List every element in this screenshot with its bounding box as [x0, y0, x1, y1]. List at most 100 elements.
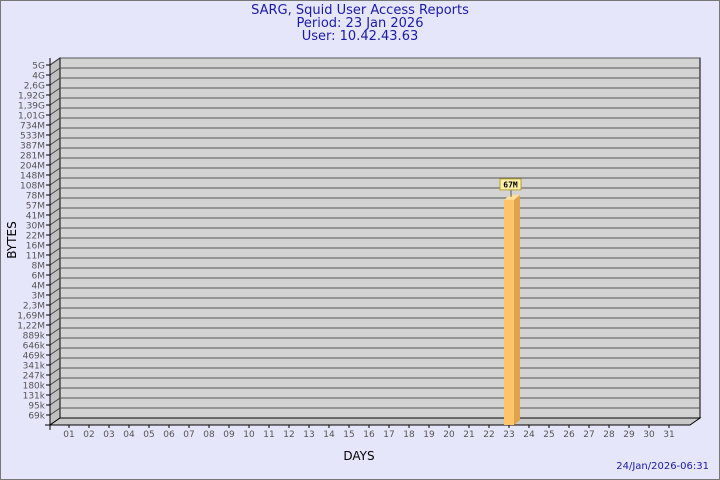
- gridline-side: [49, 277, 61, 286]
- gridline-side: [49, 297, 61, 306]
- y-tick-label: 8M: [32, 262, 46, 272]
- gridline-side: [49, 217, 61, 226]
- x-axis-title: DAYS: [343, 449, 374, 463]
- gridline-side: [49, 127, 61, 136]
- x-tick-label: 30: [643, 430, 655, 440]
- bar-label-box: [499, 178, 522, 191]
- y-tick-label: 108M: [20, 182, 45, 192]
- x-tick-label: 05: [143, 430, 154, 440]
- y-tick-label: 22M: [26, 232, 45, 242]
- y-tick-label: 1,92G: [18, 92, 45, 102]
- gridline-side: [49, 377, 61, 386]
- gridline-side: [49, 137, 61, 146]
- y-tick-label: 5G: [32, 62, 45, 72]
- bar-label: 67M: [503, 180, 518, 189]
- gridline-side: [49, 187, 61, 196]
- gridline-side: [49, 337, 61, 346]
- gridline-side: [49, 227, 61, 236]
- gridline-side: [49, 87, 61, 96]
- x-tick-label: 28: [603, 430, 615, 440]
- y-tick-label: 204M: [20, 162, 45, 172]
- x-tick-label: 09: [223, 430, 235, 440]
- gridline-side: [49, 147, 61, 156]
- y-tick-label: 131k: [23, 392, 46, 402]
- gridline-side: [49, 397, 61, 406]
- gridline-side: [49, 77, 61, 86]
- gridline-side: [49, 107, 61, 116]
- y-tick-label: 341k: [23, 362, 46, 372]
- y-tick-label: 6M: [32, 272, 46, 282]
- gridline-side: [49, 287, 61, 296]
- x-tick-label: 06: [163, 430, 175, 440]
- x-tick-label: 29: [623, 430, 635, 440]
- x-tick-label: 20: [443, 430, 455, 440]
- x-tick-label: 27: [583, 430, 594, 440]
- y-tick-label: 69k: [28, 412, 45, 422]
- y-tick-label: 57M: [26, 202, 45, 212]
- gridline-side: [49, 327, 61, 336]
- y-tick-label: 469k: [23, 352, 46, 362]
- y-tick-label: 1,69M: [17, 312, 45, 322]
- gridline-side: [49, 117, 61, 126]
- gridline-side: [49, 157, 61, 166]
- y-tick-label: 1,39G: [18, 102, 45, 112]
- x-tick-label: 11: [263, 430, 274, 440]
- x-tick-label: 21: [463, 430, 474, 440]
- y-tick-label: 734M: [20, 122, 45, 132]
- y-tick-label: 4G: [32, 72, 45, 82]
- x-tick-label: 18: [403, 430, 415, 440]
- x-tick-label: 14: [323, 430, 335, 440]
- gridline-side: [49, 207, 61, 216]
- bar-side: [514, 194, 520, 425]
- footer-timestamp: 24/Jan/2026-06:31: [616, 461, 709, 472]
- x-tick-label: 31: [663, 430, 674, 440]
- gridline-side: [49, 307, 61, 316]
- y-tick-label: 78M: [26, 192, 45, 202]
- x-tick-label: 15: [343, 430, 354, 440]
- y-tick-label: 148M: [20, 172, 45, 182]
- x-tick-label: 02: [83, 430, 94, 440]
- y-tick-label: 95k: [28, 402, 45, 412]
- x-tick-label: 25: [543, 430, 554, 440]
- gridline-side: [49, 267, 61, 276]
- y-tick-label: 247k: [23, 372, 46, 382]
- y-tick-label: 1,01G: [18, 112, 45, 122]
- y-tick-label: 533M: [20, 132, 45, 142]
- gridline-side: [49, 97, 61, 106]
- x-tick-label: 22: [483, 430, 494, 440]
- y-tick-label: 41M: [26, 212, 45, 222]
- gridline-side: [49, 257, 61, 266]
- y-tick-label: 2,6G: [24, 82, 45, 92]
- x-tick-label: 07: [183, 430, 194, 440]
- gridline-side: [49, 347, 61, 356]
- gridline-side: [49, 197, 61, 206]
- bar-top: [504, 194, 520, 200]
- y-tick-label: 387M: [20, 142, 45, 152]
- y-tick-label: 4M: [32, 282, 46, 292]
- y-tick-label: 1,22M: [17, 322, 45, 332]
- y-tick-label: 11M: [26, 252, 45, 262]
- x-tick-label: 13: [303, 430, 314, 440]
- gridline-side: [49, 387, 61, 396]
- y-tick-label: 30M: [26, 222, 45, 232]
- gridline-side: [49, 177, 61, 186]
- x-tick-label: 19: [423, 430, 435, 440]
- x-tick-label: 12: [283, 430, 294, 440]
- x-tick-label: 24: [523, 430, 535, 440]
- gridline-side: [49, 57, 61, 66]
- x-tick-label: 01: [63, 430, 74, 440]
- x-tick-label: 17: [383, 430, 394, 440]
- y-tick-label: 16M: [26, 242, 45, 252]
- y-axis-title: BYTES: [5, 221, 19, 258]
- x-tick-label: 26: [563, 430, 575, 440]
- gridline-side: [49, 367, 61, 376]
- y-tick-label: 889k: [23, 332, 46, 342]
- y-tick-label: 180k: [23, 382, 46, 392]
- plot-floor: [48, 417, 702, 426]
- gridline-side: [49, 237, 61, 246]
- y-tick-label: 281M: [20, 152, 45, 162]
- gridline-side: [49, 167, 61, 176]
- y-tick-label: 3M: [32, 292, 46, 302]
- y-tick-label: 646k: [23, 342, 46, 352]
